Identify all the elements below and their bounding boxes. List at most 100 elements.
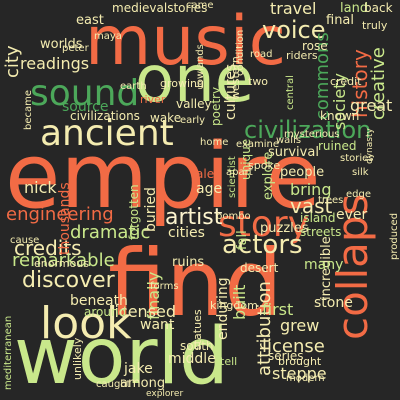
- word: empire: [5, 124, 321, 229]
- word: became: [23, 89, 34, 130]
- word: examine: [236, 139, 280, 150]
- word: unlikely: [71, 337, 84, 380]
- word: road: [250, 49, 273, 60]
- word: streets: [300, 225, 342, 239]
- word: enormous: [34, 257, 89, 270]
- word: age: [196, 181, 223, 197]
- word: dynasty: [365, 128, 375, 164]
- word: music: [85, 2, 287, 81]
- word: valley: [176, 97, 212, 111]
- word: edge: [346, 189, 371, 200]
- word: source: [62, 99, 109, 115]
- word: grew: [280, 316, 320, 335]
- word: walls: [276, 135, 302, 146]
- word: middle: [168, 351, 216, 367]
- word: thousands: [57, 182, 73, 255]
- word: mediterranean: [3, 315, 14, 390]
- word: silk: [352, 167, 369, 178]
- word: want: [140, 317, 175, 333]
- word: central: [285, 75, 296, 110]
- word: river: [140, 93, 166, 106]
- word: medievalstories: [112, 1, 208, 15]
- word: around: [84, 305, 127, 319]
- word: bombo: [216, 211, 251, 222]
- word: survival: [268, 145, 319, 160]
- word: produced: [389, 212, 400, 260]
- word: kingdom: [210, 299, 258, 312]
- word: ever: [336, 207, 368, 223]
- word: growing: [160, 77, 204, 90]
- word: earth: [120, 81, 147, 92]
- word: poetry: [209, 86, 223, 126]
- word: among: [120, 376, 166, 391]
- word: south: [180, 339, 214, 353]
- word: credits: [14, 236, 82, 260]
- word: engineering: [6, 204, 114, 225]
- word: fall: [235, 230, 250, 250]
- word: cities: [168, 225, 205, 241]
- word: actors: [222, 230, 303, 260]
- word: land: [340, 1, 369, 16]
- word: riders: [286, 49, 318, 62]
- word: condition: [235, 29, 246, 76]
- word: brought: [278, 355, 322, 368]
- word: story: [218, 204, 310, 245]
- word: find: [108, 230, 283, 337]
- word: forgotten: [127, 184, 141, 240]
- word: ruined: [318, 139, 357, 153]
- word: wake: [150, 111, 182, 125]
- word: explorer: [146, 389, 184, 399]
- word: people: [280, 165, 325, 180]
- word: cause: [10, 235, 40, 246]
- word: island: [300, 211, 336, 225]
- word: sound: [30, 73, 140, 114]
- word: one: [135, 43, 255, 117]
- word: discover: [22, 268, 115, 293]
- word: look: [40, 298, 132, 349]
- word: maya: [94, 31, 122, 42]
- word: civilizations: [70, 109, 140, 123]
- word: many: [304, 257, 344, 273]
- word: worlds: [40, 37, 83, 52]
- word: lowlands: [195, 44, 206, 88]
- word: forms: [150, 281, 179, 292]
- word: bring: [290, 180, 332, 199]
- word: series: [268, 349, 304, 363]
- word: final: [326, 13, 355, 28]
- word: great: [350, 96, 393, 115]
- word: license: [262, 336, 325, 357]
- word: ancient: [40, 113, 174, 154]
- word: puzzles: [260, 221, 309, 236]
- word: credit: [330, 75, 362, 88]
- word: back: [364, 1, 393, 15]
- word: east: [76, 13, 104, 28]
- word: peter: [62, 43, 89, 54]
- word: voice: [262, 16, 326, 44]
- word: modern: [286, 373, 325, 384]
- word: desert: [240, 261, 279, 275]
- word: dramatic: [70, 222, 151, 243]
- word: apart: [226, 167, 253, 178]
- word: alex: [196, 167, 221, 181]
- word: artist: [165, 205, 223, 230]
- word: readings: [20, 54, 90, 73]
- word: licensed: [110, 302, 177, 321]
- word: steppe: [272, 364, 327, 383]
- word: mysterious: [284, 129, 340, 140]
- word: enduring: [215, 277, 231, 340]
- word: civilization: [244, 116, 372, 144]
- word: tell: [220, 355, 238, 368]
- word: travel: [270, 0, 317, 18]
- word: stories: [340, 153, 374, 164]
- word: trees: [318, 195, 344, 206]
- word: known: [320, 109, 360, 123]
- word: two: [248, 75, 269, 88]
- word: early: [180, 115, 206, 126]
- word: first: [262, 300, 294, 319]
- word: nick: [24, 178, 57, 197]
- word: world: [14, 312, 229, 400]
- word: truly: [362, 19, 388, 32]
- word: came: [186, 0, 214, 11]
- word: rose: [302, 39, 328, 53]
